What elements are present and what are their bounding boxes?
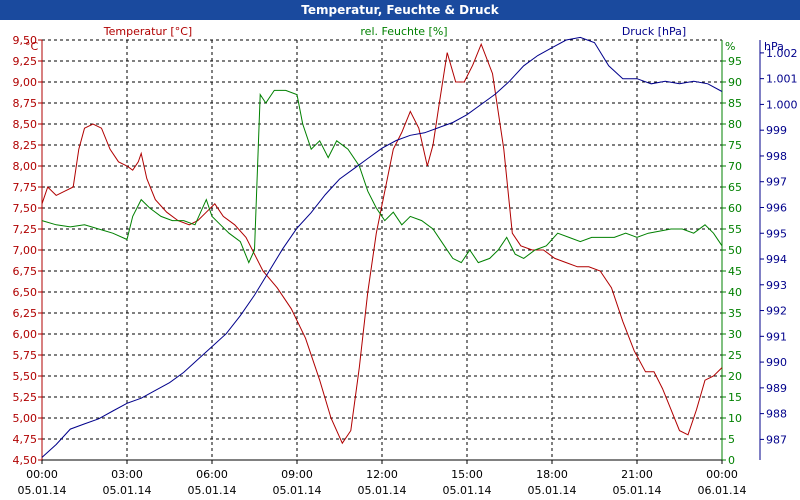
grid-lines: [42, 39, 722, 460]
x-tick-time-label: 15:00: [451, 468, 483, 481]
pressure-tick-label: 1.002: [766, 47, 798, 60]
temperature-tick-label: 6,00: [13, 328, 38, 341]
x-tick-date-label: 05.01.14: [358, 484, 407, 497]
x-tick-time-label: 00:00: [26, 468, 58, 481]
x-tick-date-label: 05.01.14: [528, 484, 577, 497]
humidity-tick-label: 75: [728, 139, 742, 152]
chart-title: Temperatur, Feuchte & Druck: [0, 0, 800, 20]
temperature-tick-label: 7,75: [13, 181, 38, 194]
temperature-tick-label: 9,50: [13, 34, 38, 47]
pressure-series-line: [41, 36, 723, 458]
pressure-tick-label: 991: [766, 330, 787, 343]
humidity-tick-label: 85: [728, 97, 742, 110]
temperature-tick-label: 7,00: [13, 244, 38, 257]
humidity-tick-label: 30: [728, 328, 742, 341]
pressure-tick-label: 999: [766, 124, 787, 137]
humidity-tick-label: 20: [728, 370, 742, 383]
temperature-series-line: [41, 42, 723, 445]
pressure-tick-label: 1.001: [766, 73, 798, 86]
humidity-tick-label: 5: [728, 433, 735, 446]
humidity-tick-label: 65: [728, 181, 742, 194]
humidity-tick-label: 80: [728, 118, 742, 131]
x-tick-date-label: 05.01.14: [273, 484, 322, 497]
temperature-tick-label: 8,75: [13, 97, 38, 110]
humidity-series-line: [41, 89, 723, 264]
temperature-unit-label: °C: [25, 40, 39, 53]
temperature-tick-label: 9,25: [13, 55, 38, 68]
x-tick-date-label: 06.01.14: [698, 484, 747, 497]
pressure-tick-label: 992: [766, 305, 787, 318]
pressure-tick-label: 994: [766, 253, 787, 266]
pressure-unit-label: hPa: [764, 40, 784, 53]
temperature-tick-label: 6,50: [13, 286, 38, 299]
temperature-tick-label: 8,50: [13, 118, 38, 131]
x-tick-time-label: 21:00: [621, 468, 653, 481]
temperature-tick-label: 7,50: [13, 202, 38, 215]
temperature-legend-label: Temperatur [°C]: [103, 25, 192, 38]
x-tick-date-label: 05.01.14: [188, 484, 237, 497]
humidity-tick-label: 90: [728, 76, 742, 89]
pressure-tick-label: 998: [766, 150, 787, 163]
series-lines: [41, 36, 723, 458]
temperature-tick-label: 8,25: [13, 139, 38, 152]
x-tick-time-label: 09:00: [281, 468, 313, 481]
humidity-tick-label: 60: [728, 202, 742, 215]
humidity-tick-label: 10: [728, 412, 742, 425]
temperature-tick-label: 5,50: [13, 370, 38, 383]
humidity-tick-label: 15: [728, 391, 742, 404]
pressure-tick-label: 988: [766, 408, 787, 421]
x-tick-time-label: 00:00: [706, 468, 738, 481]
temperature-tick-label: 5,75: [13, 349, 38, 362]
pressure-tick-label: 993: [766, 279, 787, 292]
humidity-tick-label: 95: [728, 55, 742, 68]
temperature-tick-label: 6,25: [13, 307, 38, 320]
humidity-tick-label: 35: [728, 307, 742, 320]
humidity-tick-label: 50: [728, 244, 742, 257]
axes: [38, 39, 764, 464]
x-tick-date-label: 05.01.14: [103, 484, 152, 497]
pressure-tick-label: 997: [766, 176, 787, 189]
pressure-tick-label: 989: [766, 382, 787, 395]
humidity-tick-label: 55: [728, 223, 742, 236]
temperature-tick-label: 6,75: [13, 265, 38, 278]
humidity-tick-label: 40: [728, 286, 742, 299]
x-tick-date-label: 05.01.14: [443, 484, 492, 497]
temperature-tick-label: 8,00: [13, 160, 38, 173]
x-tick-time-label: 06:00: [196, 468, 228, 481]
humidity-tick-label: 25: [728, 349, 742, 362]
temperature-tick-label: 7,25: [13, 223, 38, 236]
temperature-tick-label: 9,00: [13, 76, 38, 89]
humidity-tick-label: 70: [728, 160, 742, 173]
humidity-tick-label: 0: [728, 454, 735, 467]
temperature-tick-label: 4,50: [13, 454, 38, 467]
pressure-tick-label: 987: [766, 433, 787, 446]
x-tick-date-label: 05.01.14: [18, 484, 67, 497]
humidity-tick-label: 45: [728, 265, 742, 278]
humidity-unit-label: %: [725, 40, 735, 53]
temperature-tick-label: 5,25: [13, 391, 38, 404]
pressure-tick-label: 1.000: [766, 98, 798, 111]
x-tick-date-label: 05.01.14: [613, 484, 662, 497]
temperature-tick-label: 5,00: [13, 412, 38, 425]
pressure-legend-label: Druck [hPa]: [622, 25, 686, 38]
x-tick-time-label: 03:00: [111, 468, 143, 481]
humidity-legend-label: rel. Feuchte [%]: [360, 25, 447, 38]
pressure-tick-label: 995: [766, 227, 787, 240]
pressure-tick-label: 996: [766, 201, 787, 214]
temperature-tick-label: 4,75: [13, 433, 38, 446]
axis-labels: 4,50 4,75 5,00 5,25 5,50 5,75 6,00 6,25 6,50 6,75…: [13, 25, 798, 497]
x-tick-time-label: 18:00: [536, 468, 568, 481]
x-tick-time-label: 12:00: [366, 468, 398, 481]
pressure-tick-label: 990: [766, 356, 787, 369]
